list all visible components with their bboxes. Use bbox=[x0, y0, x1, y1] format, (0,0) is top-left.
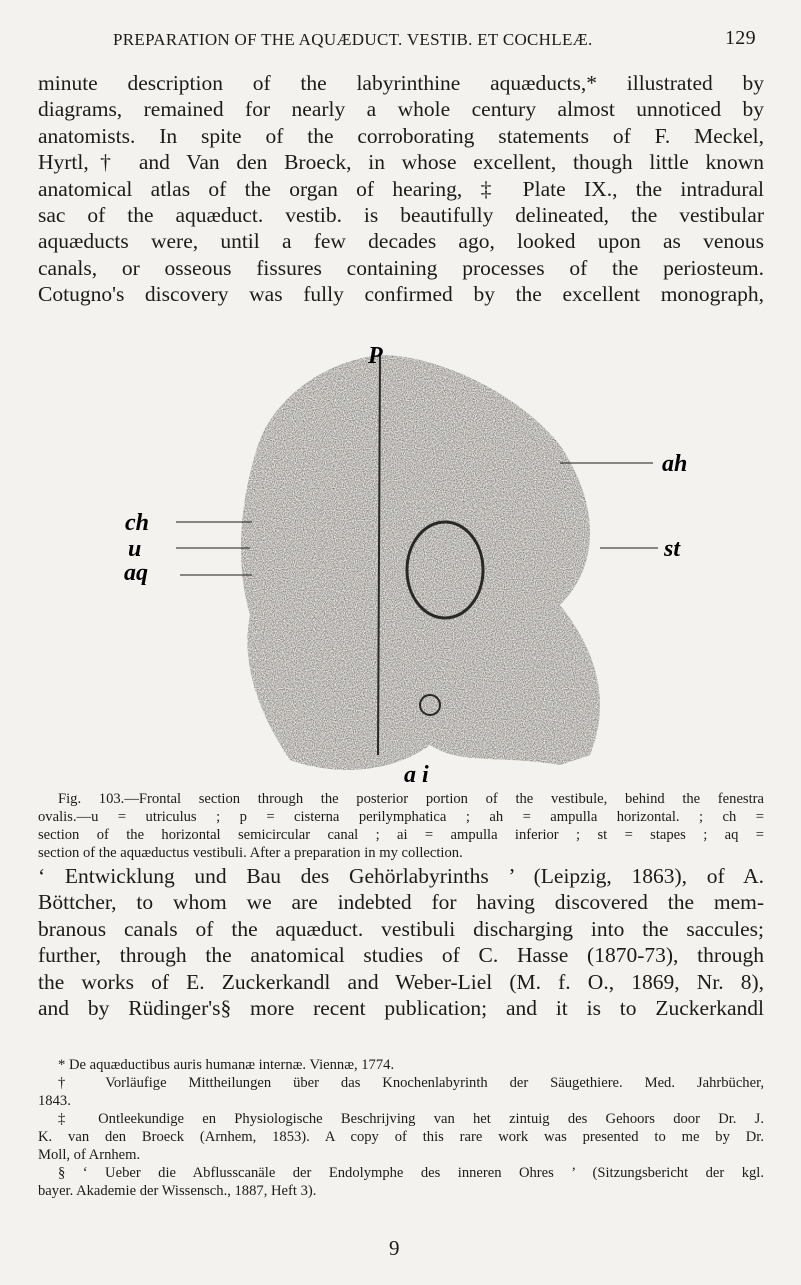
paragraph: minute description of the labyrinthine a… bbox=[38, 70, 764, 308]
text-line: Hyrtl,† and Van den Broeck, in whose exc… bbox=[38, 150, 764, 175]
text-line: aquæducts were, until a few decades ago,… bbox=[38, 229, 764, 254]
paragraph: ‘ Entwicklung und Bau des Gehörlabyrinth… bbox=[38, 863, 764, 1021]
text-line: K. van den Broeck (Arnhem, 1853). A copy… bbox=[38, 1129, 764, 1145]
text-line: section of the aquæductus vestibuli. Aft… bbox=[38, 845, 463, 861]
text-line: further, through the anatomical studies … bbox=[38, 943, 764, 968]
text-line: Fig. 103.—Frontal section through the po… bbox=[58, 791, 764, 807]
text-line: section of the horizontal semicircular c… bbox=[38, 827, 764, 843]
caption: Fig. 103.—Frontal section through the po… bbox=[38, 790, 764, 862]
text-line: sac of the aquæduct. vestib. is beautifu… bbox=[38, 202, 764, 227]
page-number: 129 bbox=[725, 27, 756, 49]
footnotes: * De aquæductibus auris humanæ internæ. … bbox=[38, 1056, 764, 1200]
text-line: ‡ Ontleekundige en Physiologische Beschr… bbox=[58, 1111, 764, 1127]
text-line: the works of E. Zuckerkandl and Weber-Li… bbox=[38, 969, 764, 994]
structure bbox=[419, 694, 441, 716]
figure-label: ch bbox=[125, 510, 149, 536]
cut-line bbox=[377, 354, 381, 756]
text-line: Cotugno's discovery was fully confirmed … bbox=[38, 282, 764, 307]
figure-label: st bbox=[663, 536, 681, 562]
figure-label: ah bbox=[662, 451, 687, 477]
text-line: 1843. bbox=[38, 1093, 71, 1109]
figure-label: P bbox=[367, 343, 383, 369]
text-line: branous canals of the aquæduct. vestibul… bbox=[38, 916, 764, 941]
figure: P ah ch u aq st a i bbox=[124, 343, 687, 785]
text-line: anatomical atlas of the organ of hearing… bbox=[38, 176, 764, 201]
signature-mark: 9 bbox=[389, 1236, 400, 1260]
structure bbox=[405, 520, 485, 620]
text-line: § ‘ Ueber die Abflusscanäle der Endolymp… bbox=[58, 1165, 764, 1181]
specimen bbox=[176, 354, 658, 770]
text-line: canals, or osseous fissures containing p… bbox=[38, 255, 764, 280]
figure-label: u bbox=[128, 536, 141, 562]
text-line: bayer. Akademie der Wissensch., 1887, He… bbox=[38, 1183, 317, 1199]
footnote: * De aquæductibus auris humanæ internæ. … bbox=[38, 1056, 764, 1074]
figure-label: a i bbox=[404, 762, 429, 785]
footnote: † Vorläufige Mittheilungen über das Knoc… bbox=[38, 1074, 764, 1110]
text-line: † Vorläufige Mittheilungen über das Knoc… bbox=[58, 1075, 764, 1091]
running-head: PREPARATION OF THE AQUÆDUCT. VESTIB. ET … bbox=[113, 30, 593, 49]
text-line: * De aquæductibus auris humanæ internæ. … bbox=[58, 1057, 395, 1073]
figure-label: aq bbox=[124, 560, 148, 586]
text-line: Moll, of Arnhem. bbox=[38, 1147, 141, 1163]
text-line: minute description of the labyrinthine a… bbox=[38, 71, 764, 95]
text-line: and by Rüdinger's§ more recent publicati… bbox=[38, 995, 764, 1020]
text-line: ovalis.—u = utriculus ; p = cisterna per… bbox=[38, 809, 764, 825]
footnote: § ‘ Ueber die Abflusscanäle der Endolymp… bbox=[38, 1164, 764, 1200]
text-line: diagrams, remained for nearly a whole ce… bbox=[38, 97, 764, 122]
text-line: ‘ Entwicklung und Bau des Gehörlabyrinth… bbox=[38, 864, 764, 888]
text-line: anatomists. In spite of the corroboratin… bbox=[38, 123, 764, 148]
specimen-shape bbox=[240, 355, 600, 770]
text-line: Böttcher, to whom we are indebted for ha… bbox=[38, 890, 764, 915]
footnote: ‡ Ontleekundige en Physiologische Beschr… bbox=[38, 1110, 764, 1164]
